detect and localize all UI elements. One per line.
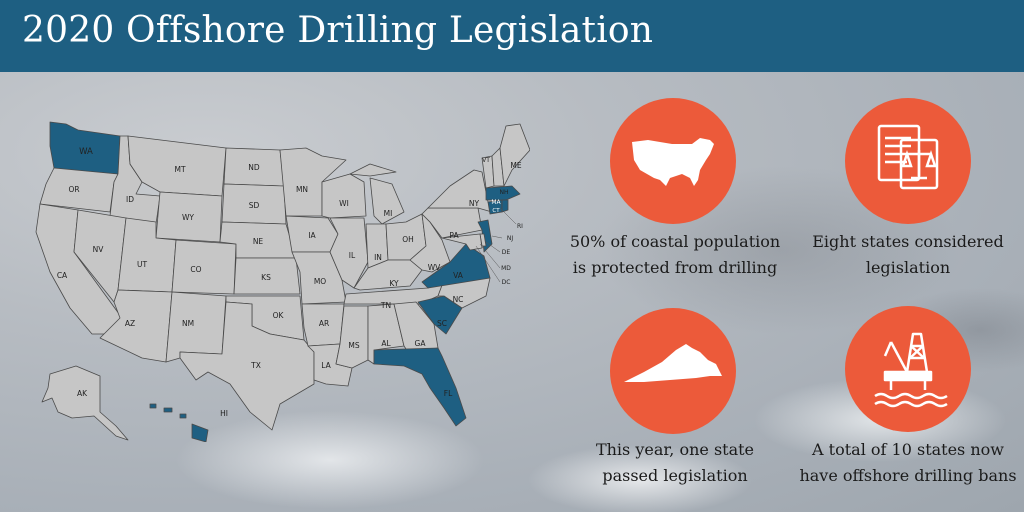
label-mi: MI [384,209,393,218]
caption-line: 50% of coastal population [569,232,781,251]
state-me [499,123,530,187]
caption-line: legislation [865,258,951,277]
label-ar: AR [319,319,329,328]
label-ut: UT [137,260,147,269]
label-ne: NE [253,237,264,246]
label-vt: VT [482,157,490,164]
label-sd: SD [249,201,260,210]
label-mt: MT [174,165,185,174]
label-hi: HI [220,409,228,418]
label-de: DE [502,249,511,256]
caption-passed: This year, one state passed legislation [555,437,795,489]
label-id: ID [126,195,134,204]
caption-bans: A total of 10 states now have offshore d… [788,437,1024,489]
label-me: ME [510,161,521,170]
icon-circle [845,98,971,224]
label-wv: WV [428,263,441,272]
label-mo: MO [314,277,326,286]
state-sc [417,295,463,335]
label-va: VA [453,271,464,280]
label-co: CO [190,265,201,274]
state-ks [233,257,301,295]
label-al: AL [381,339,391,348]
state-ma [485,185,521,201]
icon-circle [610,308,736,434]
caption-line: is protected from drilling [572,258,778,277]
label-pa: PA [449,231,459,240]
state-tx [179,301,315,431]
label-wa: WA [79,147,93,157]
label-ms: MS [348,341,359,350]
label-tx: TX [250,361,261,370]
state-ak [41,365,129,441]
label-ak: AK [77,389,88,398]
label-nj: NJ [507,235,513,242]
label-il: IL [349,251,356,260]
label-ga: GA [415,339,427,348]
label-sc: SC [437,319,447,328]
usa-map-icon [632,138,714,186]
state-il [329,217,369,289]
state-co [171,239,237,295]
label-ok: OK [273,311,285,320]
page-title: 2020 Offshore Drilling Legislation [22,10,654,51]
label-nm: NM [182,319,194,328]
label-la: LA [321,361,331,370]
label-ny: NY [469,199,480,208]
caption-line: A total of 10 states now [812,440,1004,459]
label-ri: RI [517,223,523,230]
label-az: AZ [125,319,135,328]
label-nv: NV [93,245,105,254]
label-wy: WY [182,213,194,222]
state-wi [321,173,367,219]
label-nh: NH [500,189,509,196]
icon-circle [845,306,971,432]
label-tn: TN [380,301,391,310]
state-fl [373,347,467,427]
icon-circle [610,98,736,224]
legislation-documents-icon [877,124,939,190]
caption-considered: Eight states considered legislation [788,229,1024,281]
label-ma: MA [491,199,501,206]
us-map: WA OR CA ID NV MT WY UT AZ CO NM ND SD N… [35,121,530,442]
label-dc: DC [502,279,511,286]
label-wi: WI [339,199,349,208]
state-hi [149,403,209,442]
label-ky: KY [389,279,399,288]
label-nd: ND [248,163,260,172]
caption-line: Eight states considered [812,232,1004,251]
label-fl: FL [444,389,453,398]
label-oh: OH [402,235,414,244]
label-or: OR [68,185,79,194]
state-ny [427,169,493,213]
label-ct: CT [492,208,500,214]
caption-population: 50% of coastal population is protected f… [555,229,795,281]
virginia-state-icon [624,344,722,382]
caption-line: passed legislation [602,466,748,485]
label-nc: NC [453,295,464,304]
label-ia: IA [308,231,316,240]
state-nm [165,291,227,363]
state-ri [501,199,509,213]
label-md: MD [501,265,511,272]
header-bar: 2020 Offshore Drilling Legislation [0,0,1024,72]
state-md [441,233,483,251]
label-ks: KS [261,273,271,282]
caption-line: This year, one state [595,440,755,459]
label-mn: MN [296,185,308,194]
caption-line: have offshore drilling bans [799,466,1017,485]
label-in: IN [374,253,382,262]
offshore-rig-icon [874,332,948,408]
label-ca: CA [57,271,68,280]
state-mi [349,163,405,225]
